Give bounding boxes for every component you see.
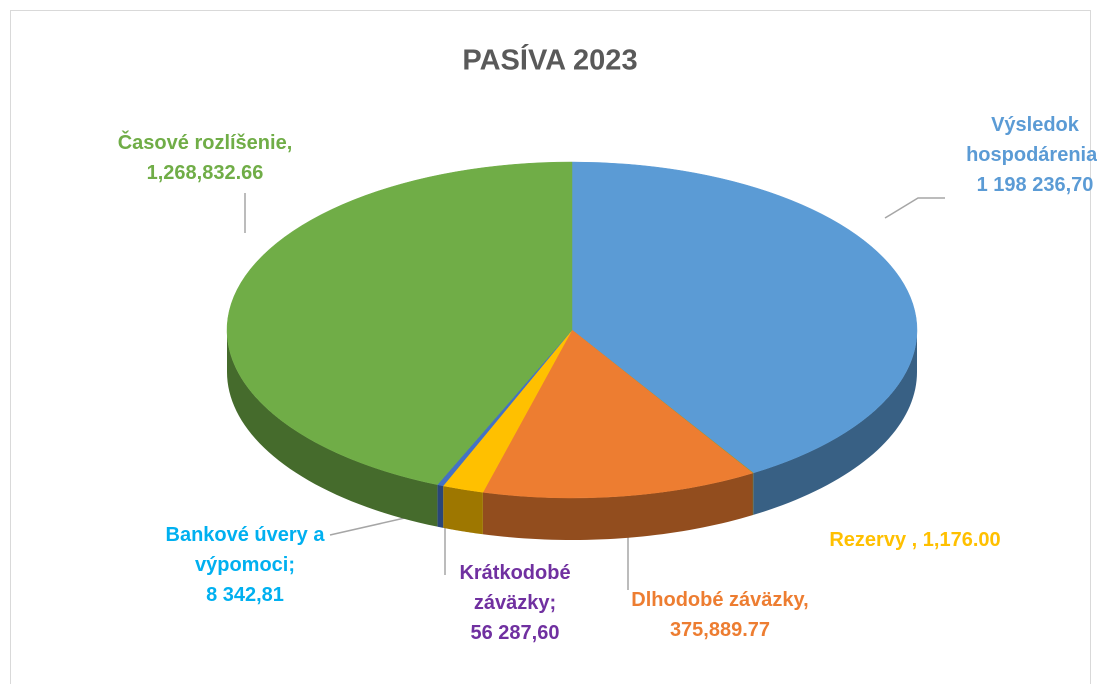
data-label: Výsledok hospodárenia; 1 198 236,70	[955, 110, 1097, 200]
slice-sides	[227, 330, 917, 540]
label-name: Dlhodobé záväzky,	[631, 589, 809, 611]
slice	[226, 161, 573, 485]
label-name: Krátkodobé záväzky;	[459, 562, 571, 614]
label-value: 1,176.00	[922, 529, 1001, 551]
slice	[571, 161, 918, 474]
label-name: Bankové úvery a výpomoci;	[165, 524, 325, 576]
label-value: 56 287,60	[470, 622, 560, 644]
label-value: 1,268,832.66	[146, 162, 264, 184]
slice	[482, 329, 754, 499]
chart-frame	[10, 10, 1091, 684]
slice-side	[227, 330, 438, 527]
label-value: 375,889.77	[669, 619, 771, 641]
slice-side	[753, 330, 917, 515]
chart-title: PASÍVA 2023	[462, 43, 637, 77]
label-name: Rezervy ,	[829, 529, 918, 551]
slice-side	[443, 485, 483, 535]
leader-lines	[244, 193, 945, 590]
label-name: Výsledok hospodárenia;	[966, 114, 1097, 166]
data-label: Krátkodobé záväzky; 56 287,60	[440, 558, 590, 648]
label-value: 1 198 236,70	[976, 174, 1094, 196]
data-label: Dlhodobé záväzky, 375,889.77	[600, 585, 840, 645]
slice-side	[482, 473, 753, 540]
label-value: 8 342,81	[206, 584, 284, 606]
data-label: Časové rozlíšenie, 1,268,832.66	[75, 128, 335, 188]
slice-side	[752, 472, 754, 516]
data-label: Rezervy , 1,176.00	[785, 525, 1045, 555]
slice-side	[437, 484, 444, 528]
slice-tops	[226, 161, 918, 499]
data-label: Bankové úvery a výpomoci; 8 342,81	[160, 520, 330, 610]
label-name: Časové rozlíšenie,	[117, 132, 293, 154]
